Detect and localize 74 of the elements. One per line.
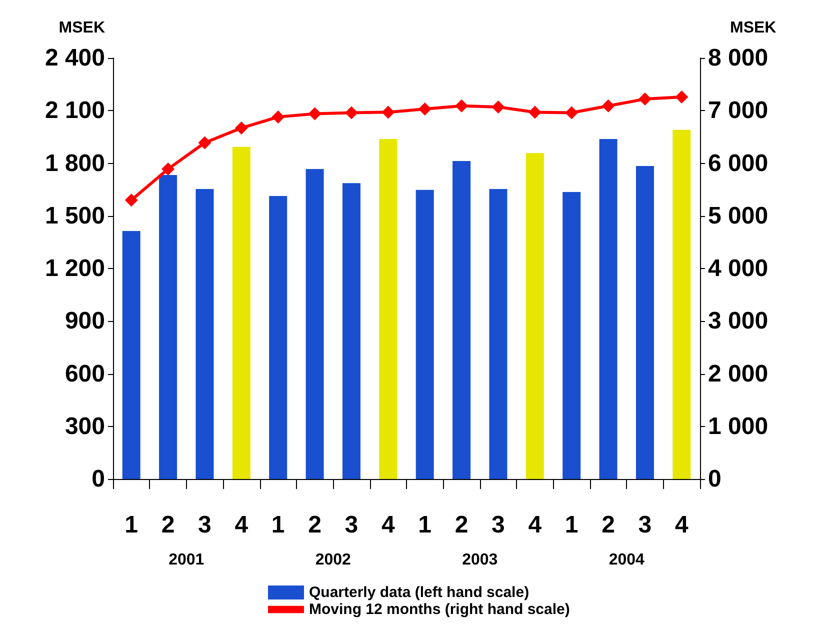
x-tick-label: 3 xyxy=(638,512,652,538)
y-tick-label: 600 xyxy=(64,360,105,388)
point xyxy=(162,162,175,176)
y-tick-label: 0 xyxy=(92,466,105,492)
bar xyxy=(196,189,214,479)
x-tick-label: 4 xyxy=(381,512,396,538)
text: 2004 xyxy=(608,552,645,568)
point xyxy=(675,90,688,104)
x-tick-label: 1 xyxy=(124,512,138,538)
bar xyxy=(122,230,140,479)
bar xyxy=(672,130,691,479)
bar xyxy=(526,153,544,479)
point xyxy=(272,110,285,124)
point xyxy=(382,106,395,119)
x-tick-label: 2 xyxy=(454,512,468,538)
y2-tick-label: 1 000 xyxy=(708,412,768,440)
y-tick-label: 2 400 xyxy=(44,44,105,72)
x-tick-label: 4 xyxy=(234,512,249,538)
bar xyxy=(416,190,434,479)
y2-axis-title: MSEK xyxy=(730,20,777,36)
y2-tick-label: 8 000 xyxy=(708,44,768,72)
bar xyxy=(562,192,581,479)
bar xyxy=(159,175,178,479)
y2-tick-label: 6 000 xyxy=(708,150,768,177)
x-tick-label: 4 xyxy=(674,512,689,538)
point xyxy=(418,102,432,116)
bar xyxy=(306,169,324,479)
bar xyxy=(489,189,508,479)
x-tick-label: 3 xyxy=(344,512,358,538)
bar xyxy=(636,166,654,479)
point xyxy=(234,121,248,134)
y-tick-label: 300 xyxy=(64,412,105,440)
point xyxy=(308,107,322,120)
point xyxy=(492,100,505,114)
x-tick-label: 2 xyxy=(308,512,322,538)
x-tick-label: 1 xyxy=(271,512,285,538)
point xyxy=(528,106,542,119)
y-tick-label: 2 100 xyxy=(44,97,105,124)
text: 2002 xyxy=(315,552,352,568)
point xyxy=(565,106,578,120)
bar xyxy=(342,183,360,479)
y-axis-title: MSEK xyxy=(58,20,106,36)
y-tick-label: 1 200 xyxy=(44,255,105,282)
x-tick-label: 1 xyxy=(418,512,432,538)
y-tick-label: 1 500 xyxy=(44,202,105,230)
x-tick-label: 2 xyxy=(161,512,175,538)
point xyxy=(344,106,358,120)
y2-tick-label: 7 000 xyxy=(708,97,768,124)
y-tick-label: 900 xyxy=(64,308,105,335)
bar xyxy=(269,196,288,479)
y-tick-label: 1 800 xyxy=(44,150,105,177)
bar xyxy=(599,139,618,479)
bar xyxy=(379,139,398,479)
x-tick-label: 4 xyxy=(528,512,542,538)
point xyxy=(638,92,652,106)
x-tick-label: 3 xyxy=(198,512,212,538)
y2-tick-label: 3 000 xyxy=(708,308,768,335)
x-tick-label: 1 xyxy=(564,512,578,538)
x-tick-label: 2 xyxy=(602,512,615,538)
x-tick-label: 3 xyxy=(492,512,505,538)
text: 2003 xyxy=(462,552,498,568)
y2-tick-label: 5 000 xyxy=(708,202,768,230)
point xyxy=(124,194,138,207)
bar xyxy=(452,160,471,479)
point xyxy=(455,99,468,112)
legend-label: Quarterly data (left hand scale) xyxy=(309,584,530,601)
bar xyxy=(232,146,250,479)
legend-label: Moving 12 months (right hand scale) xyxy=(309,601,570,618)
text: 2001 xyxy=(168,552,204,568)
point xyxy=(198,136,212,150)
y2-tick-label: 4 000 xyxy=(708,255,768,282)
y2-tick-label: 2 000 xyxy=(708,360,768,388)
point xyxy=(602,99,615,112)
y2-tick-label: 0 xyxy=(708,466,722,492)
